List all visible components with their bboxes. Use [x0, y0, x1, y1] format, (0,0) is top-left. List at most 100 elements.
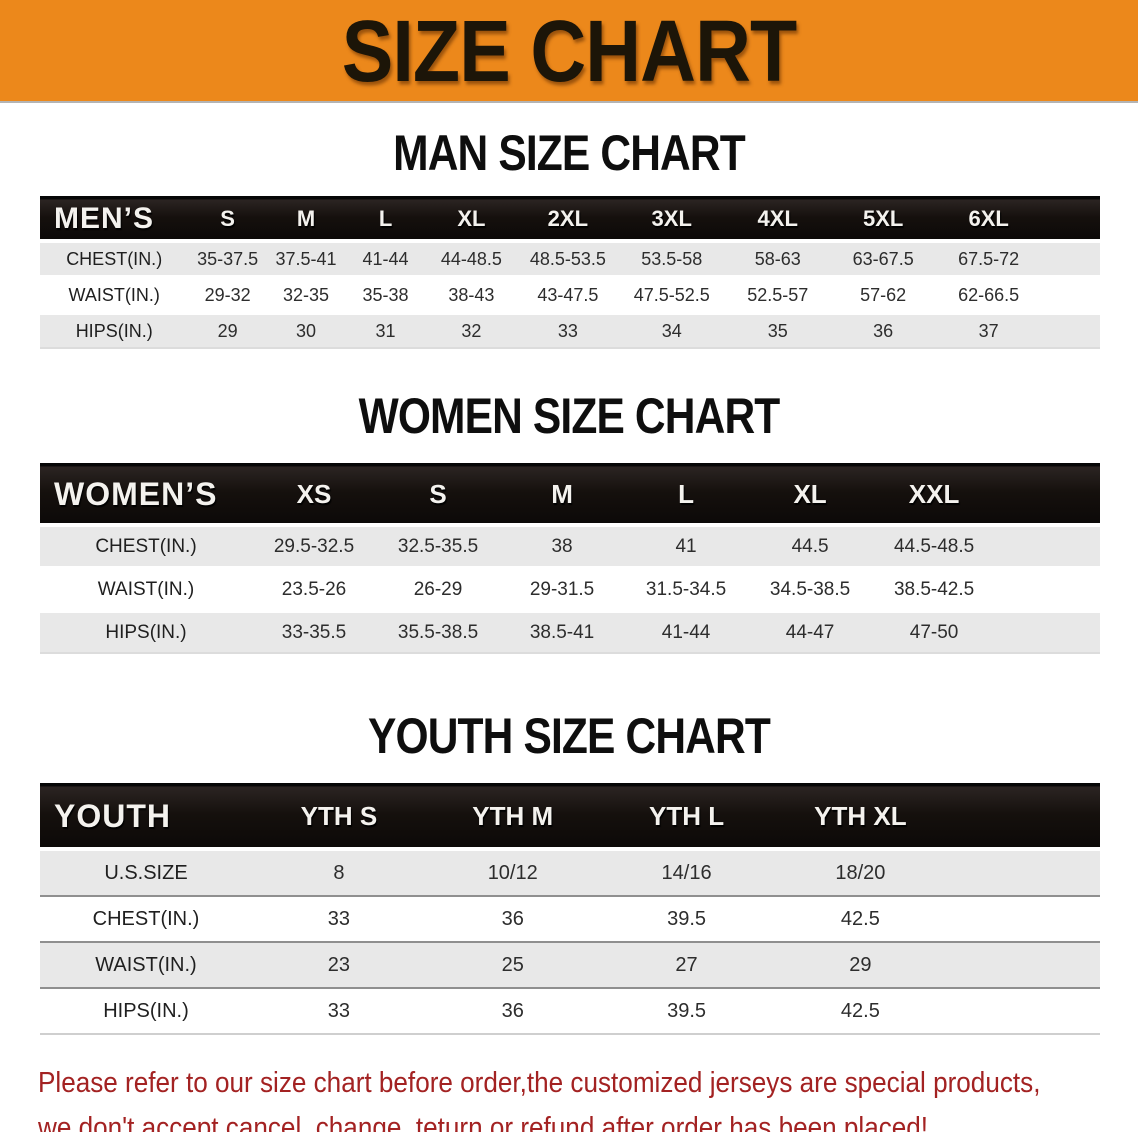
measurement-row: HIPS(IN.) 33 36 39.5 42.5: [40, 988, 1100, 1034]
men-size-table: MEN’S S M L XL 2XL 3XL 4XL 5XL 6XL CHEST(IN.) 35-37…: [40, 196, 1100, 349]
size-value-cell: 14/16: [661, 861, 712, 884]
size-value-cell: 42.5: [840, 999, 880, 1022]
banner: SIZE CHART: [0, 0, 1138, 103]
size-value-cell: 37: [978, 320, 999, 341]
row-label: HIPS(IN.): [75, 320, 153, 341]
size-value-cell: 35.5-38.5: [397, 621, 479, 643]
measurement-row: HIPS(IN.) 29 30 31 32 33 34 35 36 37: [40, 313, 1100, 348]
size-column-header: YTH S: [251, 783, 426, 851]
spacer-cell: [947, 988, 1100, 1034]
size-column-header: M: [266, 196, 346, 243]
size-value-cell: 10/12: [487, 861, 538, 884]
size-value-cell: 44.5-48.5: [893, 535, 975, 557]
size-table-header-row: WOMEN’S XS S M L XL XXL: [40, 463, 1100, 527]
women-size-table: WOMEN’S XS S M L XL XXL CHEST(IN.) 29.5-32.5 32.5…: [40, 463, 1100, 654]
row-label: WAIST(IN.): [68, 284, 160, 305]
measurement-row: HIPS(IN.) 33-35.5 35.5-38.5 38.5-41 41-44 44-…: [40, 611, 1100, 653]
size-column-header: S: [188, 196, 267, 243]
size-value-cell: 39.5: [667, 999, 707, 1022]
size-column-header: 4XL: [724, 196, 831, 243]
size-column-header: XXL: [872, 463, 997, 527]
size-value-cell: 31: [375, 320, 396, 341]
row-label: WAIST(IN.): [97, 578, 195, 600]
man-size-chart-heading: MAN SIZE CHART: [393, 125, 746, 181]
row-label: HIPS(IN.): [105, 621, 187, 643]
disclaimer-line-2: we don't accept cancel, change, teturn o…: [38, 1111, 929, 1132]
size-value-cell: 32: [461, 320, 482, 341]
size-value-cell: 23: [327, 953, 351, 976]
size-column-header: 2XL: [516, 196, 619, 243]
row-label: WAIST(IN.): [95, 953, 197, 976]
table-group-label: YOUTH: [40, 783, 252, 851]
size-column-header: S: [376, 463, 501, 527]
size-table-header-row: MEN’S S M L XL 2XL 3XL 4XL 5XL 6XL: [40, 196, 1100, 243]
size-value-cell: 18/20: [835, 861, 886, 884]
size-value-cell: 44-48.5: [440, 248, 502, 269]
size-value-cell: 23.5-26: [281, 578, 347, 600]
size-value-cell: 48.5-53.5: [529, 248, 606, 269]
size-value-cell: 41: [675, 535, 697, 557]
size-value-cell: 57-62: [860, 284, 907, 305]
size-value-cell: 39.5: [667, 907, 707, 930]
size-column-header: XS: [252, 463, 377, 527]
youth-size-chart-section: YOUTH SIZE CHART YOUTH YTH S YTH M YTH L YTH…: [0, 711, 1138, 1035]
size-value-cell: 43-47.5: [537, 284, 599, 305]
size-value-cell: 36: [501, 907, 524, 930]
spacer-cell: [1041, 196, 1100, 243]
size-value-cell: 8: [333, 861, 345, 884]
table-group-label: MEN’S: [40, 196, 189, 243]
banner-title: SIZE CHART: [341, 1, 797, 100]
size-column-header: M: [500, 463, 625, 527]
measurement-row: CHEST(IN.) 29.5-32.5 32.5-35.5 38 41 44.5 44.5…: [40, 525, 1100, 568]
row-label: CHEST(IN.): [95, 535, 197, 557]
size-value-cell: 29-31.5: [529, 578, 595, 600]
size-value-cell: 35-37.5: [197, 248, 259, 269]
size-value-cell: 32-35: [283, 284, 330, 305]
spacer-cell: [996, 463, 1100, 527]
spacer-cell: [947, 942, 1100, 988]
spacer-cell: [996, 525, 1100, 568]
size-column-header: L: [345, 196, 426, 243]
size-column-header: YTH M: [425, 783, 600, 851]
size-value-cell: 26-29: [413, 578, 463, 600]
size-value-cell: 63-67.5: [852, 248, 914, 269]
size-column-header: YTH L: [599, 783, 774, 851]
spacer-cell: [947, 896, 1100, 942]
row-label: U.S.SIZE: [104, 861, 188, 884]
men-size-chart-section: MAN SIZE CHART MEN’S S M L XL 2XL 3XL 4XL 5XL 6XL…: [0, 128, 1138, 349]
size-value-cell: 38-43: [448, 284, 495, 305]
size-value-cell: 44.5: [791, 535, 829, 557]
disclaimer-note: Please refer to our size chart before or…: [38, 1061, 1138, 1132]
size-value-cell: 62-66.5: [958, 284, 1020, 305]
size-value-cell: 38.5-42.5: [893, 578, 975, 600]
spacer-cell: [996, 568, 1100, 611]
size-value-cell: 58-63: [754, 248, 801, 269]
size-value-cell: 36: [501, 999, 524, 1022]
size-value-cell: 31.5-34.5: [645, 578, 727, 600]
disclaimer-line-1: Please refer to our size chart before or…: [38, 1067, 1041, 1099]
table-group-label: WOMEN’S: [40, 463, 252, 527]
size-column-header: 5XL: [830, 196, 936, 243]
size-column-header: L: [624, 463, 749, 527]
row-label: CHEST(IN.): [66, 248, 163, 269]
size-value-cell: 47-50: [909, 621, 959, 643]
size-column-header: XL: [748, 463, 873, 527]
size-value-cell: 37.5-41: [275, 248, 337, 269]
measurement-row: CHEST(IN.) 33 36 39.5 42.5: [40, 896, 1100, 942]
size-value-cell: 25: [501, 953, 524, 976]
women-size-chart-heading: WOMEN SIZE CHART: [358, 388, 781, 444]
size-value-cell: 35: [767, 320, 788, 341]
row-label: HIPS(IN.): [103, 999, 189, 1022]
size-value-cell: 33: [327, 907, 351, 930]
size-value-cell: 29.5-32.5: [273, 535, 355, 557]
measurement-row: WAIST(IN.) 23.5-26 26-29 29-31.5 31.5-34.5 34…: [40, 568, 1100, 611]
size-value-cell: 30: [296, 320, 317, 341]
size-value-cell: 36: [873, 320, 894, 341]
size-value-cell: 29: [849, 953, 872, 976]
size-value-cell: 27: [675, 953, 698, 976]
size-value-cell: 33-35.5: [281, 621, 347, 643]
row-label: CHEST(IN.): [92, 907, 200, 930]
size-value-cell: 44-47: [785, 621, 835, 643]
size-column-header: XL: [425, 196, 517, 243]
size-value-cell: 38.5-41: [529, 621, 595, 643]
